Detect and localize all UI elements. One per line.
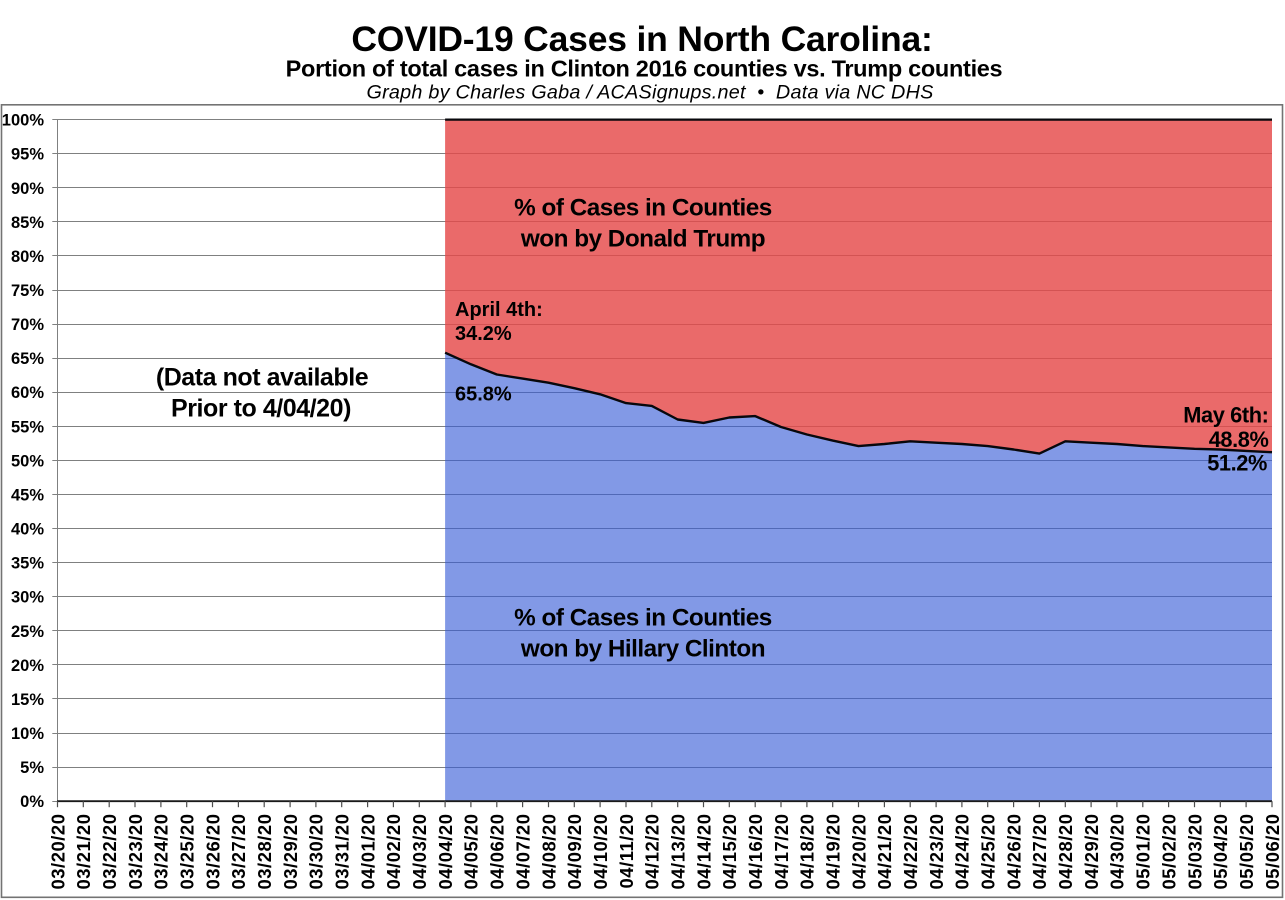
svg-text:won by Hillary Clinton: won by Hillary Clinton <box>520 636 765 663</box>
svg-text:04/20/20: 04/20/20 <box>848 814 869 890</box>
svg-text:04/03/20: 04/03/20 <box>409 814 430 890</box>
svg-text:5%: 5% <box>20 759 44 777</box>
svg-text:04/10/20: 04/10/20 <box>590 814 611 890</box>
svg-text:05/03/20: 05/03/20 <box>1184 814 1205 890</box>
svg-text:30%: 30% <box>11 589 44 607</box>
svg-text:04/22/20: 04/22/20 <box>900 814 921 890</box>
svg-text:25%: 25% <box>11 623 44 641</box>
svg-text:55%: 55% <box>11 418 44 436</box>
svg-text:Portion of total cases in Clin: Portion of total cases in Clinton 2016 c… <box>286 56 1003 82</box>
svg-text:65.8%: 65.8% <box>455 384 512 406</box>
svg-text:04/14/20: 04/14/20 <box>693 814 714 890</box>
svg-text:03/29/20: 03/29/20 <box>280 814 301 890</box>
svg-text:51.2%: 51.2% <box>1207 451 1267 476</box>
svg-text:15%: 15% <box>11 691 44 709</box>
svg-text:Prior to 4/04/20): Prior to 4/04/20) <box>171 395 351 423</box>
svg-text:04/28/20: 04/28/20 <box>1055 814 1076 890</box>
svg-text:04/29/20: 04/29/20 <box>1081 814 1102 890</box>
svg-text:April 4th:: April 4th: <box>455 299 543 321</box>
svg-text:04/01/20: 04/01/20 <box>357 814 378 890</box>
svg-text:50%: 50% <box>11 452 44 470</box>
svg-text:03/20/20: 03/20/20 <box>47 814 68 890</box>
svg-text:80%: 80% <box>11 248 44 266</box>
svg-text:03/21/20: 03/21/20 <box>73 814 94 890</box>
svg-text:04/26/20: 04/26/20 <box>1003 814 1024 890</box>
svg-text:04/21/20: 04/21/20 <box>874 814 895 890</box>
svg-text:0%: 0% <box>20 793 44 811</box>
svg-text:100%: 100% <box>2 112 45 130</box>
svg-text:65%: 65% <box>11 350 44 368</box>
svg-text:03/31/20: 03/31/20 <box>332 814 353 890</box>
svg-text:03/30/20: 03/30/20 <box>306 814 327 890</box>
svg-text:70%: 70% <box>11 316 44 334</box>
svg-text:05/06/20: 05/06/20 <box>1262 814 1283 890</box>
svg-text:20%: 20% <box>11 657 44 675</box>
svg-text:04/27/20: 04/27/20 <box>1029 814 1050 890</box>
svg-text:03/22/20: 03/22/20 <box>99 814 120 890</box>
svg-text:03/24/20: 03/24/20 <box>151 814 172 890</box>
svg-text:45%: 45% <box>11 487 44 505</box>
svg-text:04/07/20: 04/07/20 <box>512 814 533 890</box>
svg-text:04/17/20: 04/17/20 <box>771 814 792 890</box>
svg-text:04/19/20: 04/19/20 <box>823 814 844 890</box>
svg-text:75%: 75% <box>11 282 44 300</box>
svg-text:34.2%: 34.2% <box>455 323 512 345</box>
svg-text:04/16/20: 04/16/20 <box>745 814 766 890</box>
svg-text:% of Cases in Counties: % of Cases in Counties <box>514 605 772 632</box>
svg-text:04/11/20: 04/11/20 <box>616 814 637 889</box>
svg-text:60%: 60% <box>11 384 44 402</box>
svg-text:04/09/20: 04/09/20 <box>564 814 585 890</box>
svg-text:95%: 95% <box>11 146 44 164</box>
svg-text:won by Donald Trump: won by Donald Trump <box>520 226 765 253</box>
svg-text:40%: 40% <box>11 521 44 539</box>
svg-text:Graph by Charles Gaba / ACASig: Graph by Charles Gaba / ACASignups.net •… <box>366 82 933 104</box>
svg-text:03/28/20: 03/28/20 <box>254 814 275 890</box>
svg-text:04/30/20: 04/30/20 <box>1107 814 1128 890</box>
svg-text:04/24/20: 04/24/20 <box>952 814 973 890</box>
svg-text:04/18/20: 04/18/20 <box>797 814 818 890</box>
svg-text:04/23/20: 04/23/20 <box>926 814 947 890</box>
svg-text:04/13/20: 04/13/20 <box>668 814 689 890</box>
svg-text:03/27/20: 03/27/20 <box>228 814 249 890</box>
svg-text:04/12/20: 04/12/20 <box>642 814 663 890</box>
svg-text:10%: 10% <box>11 725 44 743</box>
svg-text:04/15/20: 04/15/20 <box>719 814 740 890</box>
svg-text:04/08/20: 04/08/20 <box>538 814 559 890</box>
svg-text:COVID-19 Cases in North Caroli: COVID-19 Cases in North Carolina: <box>351 19 932 59</box>
svg-text:48.8%: 48.8% <box>1209 427 1269 452</box>
svg-text:05/01/20: 05/01/20 <box>1133 814 1154 890</box>
svg-text:05/02/20: 05/02/20 <box>1158 814 1179 890</box>
svg-text:% of Cases in Counties: % of Cases in Counties <box>514 195 772 222</box>
svg-text:85%: 85% <box>11 214 44 232</box>
svg-text:05/04/20: 05/04/20 <box>1210 814 1231 890</box>
svg-text:May 6th:: May 6th: <box>1183 403 1268 428</box>
svg-text:04/02/20: 04/02/20 <box>383 814 404 890</box>
svg-text:04/25/20: 04/25/20 <box>978 814 999 890</box>
svg-text:03/26/20: 03/26/20 <box>202 814 223 890</box>
svg-text:03/23/20: 03/23/20 <box>125 814 146 890</box>
svg-text:04/04/20: 04/04/20 <box>435 814 456 890</box>
svg-text:90%: 90% <box>11 180 44 198</box>
svg-text:(Data not available: (Data not available <box>156 364 369 392</box>
svg-text:05/05/20: 05/05/20 <box>1236 814 1257 890</box>
svg-text:04/06/20: 04/06/20 <box>487 814 508 890</box>
svg-text:04/05/20: 04/05/20 <box>461 814 482 890</box>
svg-text:03/25/20: 03/25/20 <box>177 814 198 890</box>
svg-text:35%: 35% <box>11 555 44 573</box>
